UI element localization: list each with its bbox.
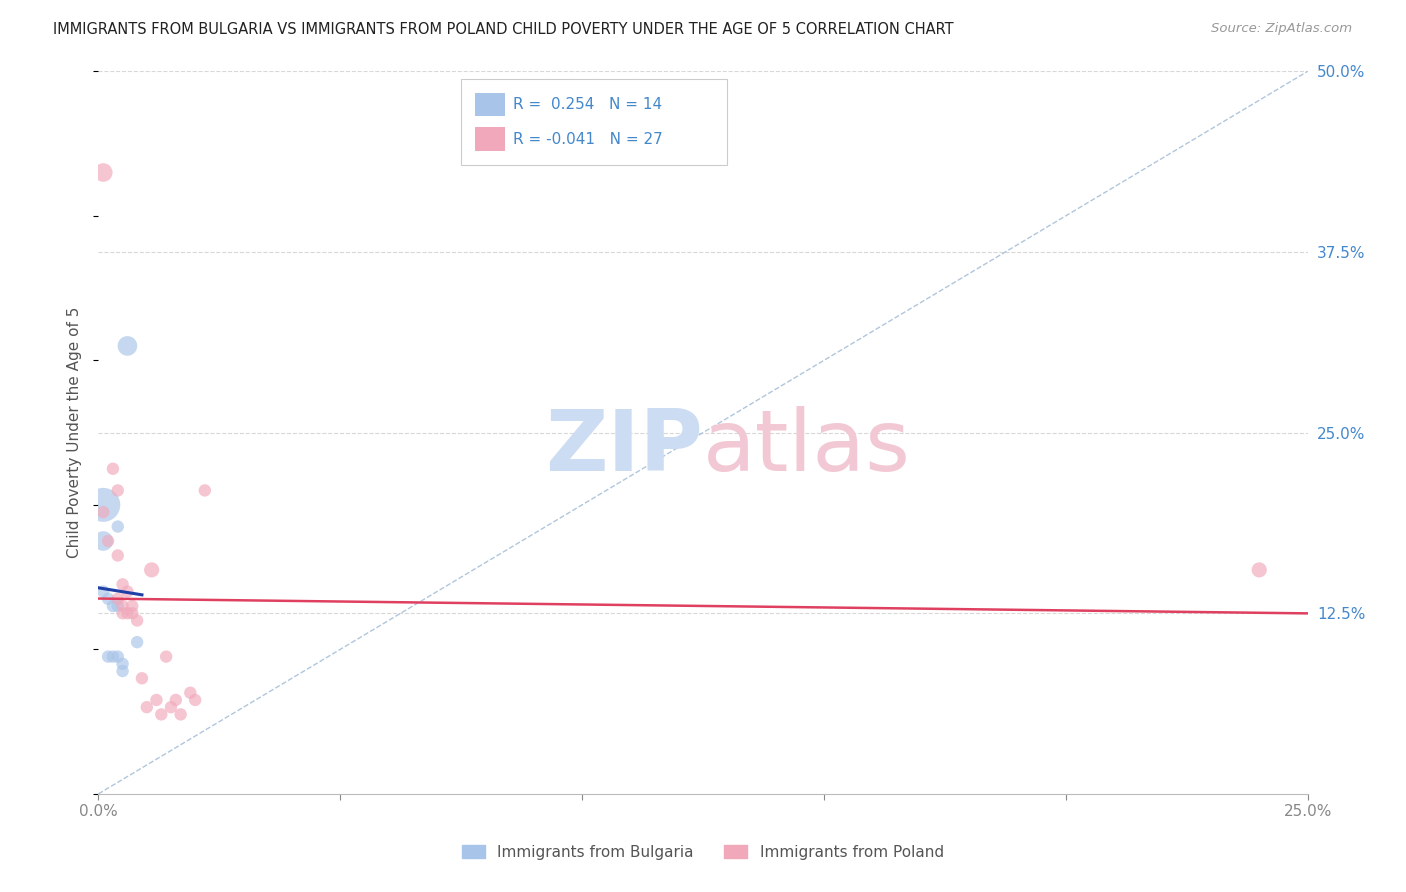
Point bbox=[97, 533, 120, 548]
Point bbox=[150, 707, 173, 722]
Point bbox=[107, 549, 129, 563]
Point bbox=[107, 519, 129, 533]
Point bbox=[91, 584, 114, 599]
Y-axis label: Child Poverty Under the Age of 5: Child Poverty Under the Age of 5 bbox=[67, 307, 83, 558]
Text: R =  0.254   N = 14: R = 0.254 N = 14 bbox=[513, 97, 662, 112]
Point bbox=[117, 607, 139, 621]
Point bbox=[169, 707, 191, 722]
Point bbox=[179, 686, 201, 700]
Bar bbox=[475, 128, 505, 152]
Point bbox=[121, 607, 143, 621]
Point bbox=[1249, 563, 1271, 577]
Point bbox=[111, 657, 134, 671]
Point bbox=[160, 700, 183, 714]
Point bbox=[131, 671, 153, 685]
Text: Source: ZipAtlas.com: Source: ZipAtlas.com bbox=[1212, 22, 1353, 36]
Point bbox=[97, 591, 120, 606]
Point bbox=[111, 607, 134, 621]
Point bbox=[127, 635, 149, 649]
Point bbox=[101, 649, 124, 664]
Bar bbox=[475, 93, 505, 116]
Point bbox=[145, 693, 167, 707]
Point bbox=[111, 664, 134, 678]
Point bbox=[135, 700, 157, 714]
FancyBboxPatch shape bbox=[461, 78, 727, 165]
Point bbox=[117, 339, 139, 353]
Text: R = -0.041   N = 27: R = -0.041 N = 27 bbox=[513, 132, 662, 147]
Point bbox=[91, 533, 114, 548]
Point bbox=[165, 693, 187, 707]
Point bbox=[111, 599, 134, 613]
Point bbox=[127, 614, 149, 628]
Text: ZIP: ZIP bbox=[546, 406, 703, 489]
Point bbox=[155, 649, 177, 664]
Point bbox=[107, 483, 129, 498]
Point bbox=[184, 693, 207, 707]
Point bbox=[107, 591, 129, 606]
Point bbox=[91, 498, 114, 512]
Point bbox=[101, 462, 124, 476]
Text: atlas: atlas bbox=[703, 406, 911, 489]
Point bbox=[111, 577, 134, 591]
Point bbox=[91, 505, 114, 519]
Point bbox=[194, 483, 217, 498]
Point bbox=[107, 599, 129, 613]
Point bbox=[107, 649, 129, 664]
Point bbox=[97, 649, 120, 664]
Text: IMMIGRANTS FROM BULGARIA VS IMMIGRANTS FROM POLAND CHILD POVERTY UNDER THE AGE O: IMMIGRANTS FROM BULGARIA VS IMMIGRANTS F… bbox=[53, 22, 955, 37]
Point bbox=[117, 584, 139, 599]
Legend: Immigrants from Bulgaria, Immigrants from Poland: Immigrants from Bulgaria, Immigrants fro… bbox=[456, 838, 950, 866]
Point bbox=[141, 563, 163, 577]
Point bbox=[101, 599, 124, 613]
Point bbox=[91, 165, 114, 179]
Point bbox=[121, 599, 143, 613]
